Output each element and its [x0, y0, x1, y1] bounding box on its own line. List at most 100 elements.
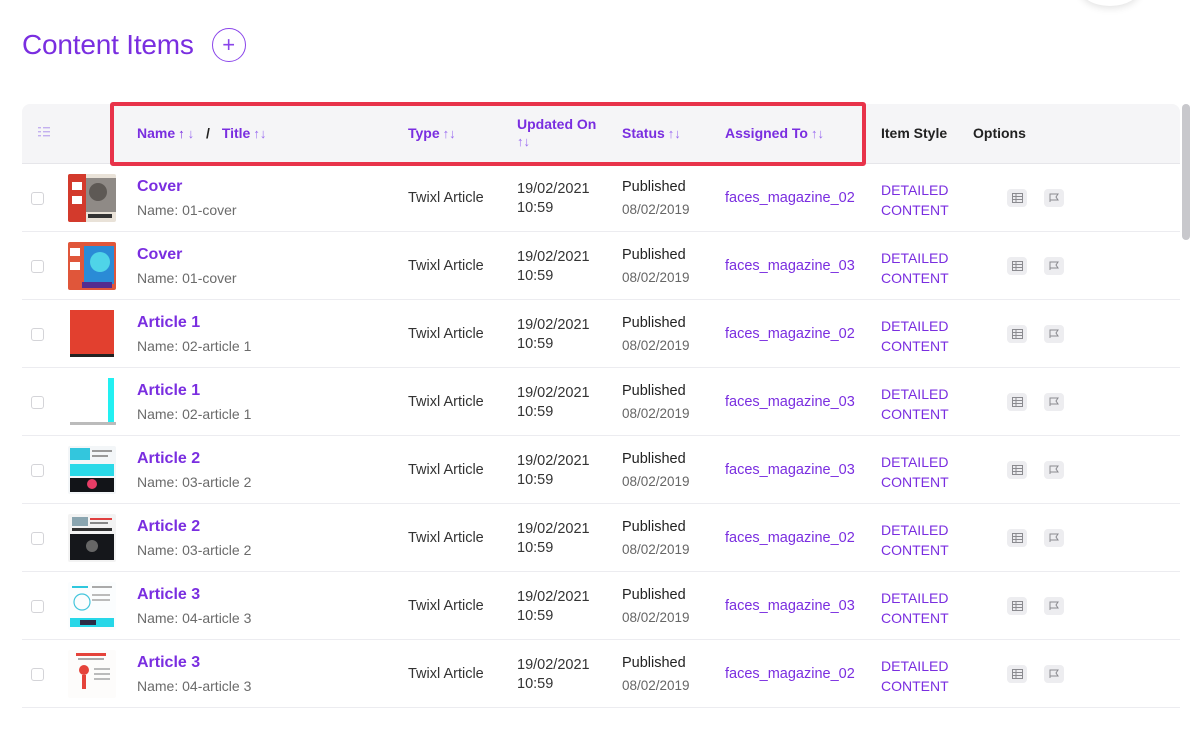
column-header-updated-on[interactable]: Updated On ↑↓: [517, 116, 596, 150]
list-check-icon[interactable]: [37, 125, 51, 139]
assigned-to-link[interactable]: faces_magazine_02: [725, 190, 855, 206]
flag-icon[interactable]: [1044, 597, 1064, 615]
item-name: Name: 03-article 2: [137, 474, 252, 490]
updated-date: 19/02/2021: [517, 181, 590, 197]
assigned-to-link[interactable]: faces_magazine_02: [725, 326, 855, 342]
item-type: Twixl Article: [408, 394, 484, 410]
page-header: Content Items +: [22, 28, 246, 62]
row-checkbox[interactable]: [31, 668, 44, 681]
item-name: Name: 02-article 1: [137, 406, 252, 422]
table-row[interactable]: Article 1 Name: 02-article 1 Twixl Article…: [22, 300, 1180, 368]
table-row[interactable]: Article 2 Name: 03-article 2 Twixl Article…: [22, 504, 1180, 572]
assigned-to-link[interactable]: faces_magazine_02: [725, 666, 855, 682]
flag-icon[interactable]: [1044, 257, 1064, 275]
status-label: Published: [622, 247, 686, 263]
item-title-link[interactable]: Article 1: [137, 314, 201, 331]
table-icon[interactable]: [1007, 461, 1027, 479]
item-name: Name: 01-cover: [137, 202, 237, 218]
item-title-link[interactable]: Article 2: [137, 518, 201, 535]
flag-icon[interactable]: [1044, 665, 1064, 683]
table-row[interactable]: Article 3 Name: 04-article 3 Twixl Article…: [22, 572, 1180, 640]
updated-time: 10:59: [517, 200, 554, 216]
updated-on: 19/02/2021 10:59: [517, 180, 590, 218]
content-items-table: Name ↑ ↓ / Title ↑↓ Type ↑↓ Updated On ↑↓ St…: [22, 104, 1180, 726]
status-label: Published: [622, 587, 686, 603]
thumbnail-image: [68, 650, 116, 698]
item-style-link[interactable]: DETAILED CONTENT: [881, 656, 949, 696]
item-style-link[interactable]: DETAILED CONTENT: [881, 316, 949, 356]
item-title-link[interactable]: Cover: [137, 246, 183, 263]
updated-on: 19/02/2021 10:59: [517, 316, 590, 354]
status-label: Published: [622, 179, 686, 195]
updated-time: 10:59: [517, 608, 554, 624]
table-row[interactable]: Cover Name: 01-cover Twixl Article 19/02/20…: [22, 164, 1180, 232]
column-header-assigned-to[interactable]: Assigned To ↑↓: [725, 125, 824, 141]
table-row[interactable]: Article 1 Name: 02-article 1 Twixl Article…: [22, 368, 1180, 436]
table-row[interactable]: Article 3 Name: 04-article 3 Twixl Article…: [22, 640, 1180, 708]
row-checkbox[interactable]: [31, 328, 44, 341]
item-title-link[interactable]: Article 2: [137, 450, 201, 467]
top-right-avatar-edge: [1080, 0, 1140, 6]
status-label: Published: [622, 451, 686, 467]
updated-time: 10:59: [517, 268, 554, 284]
status-header-label: Status: [622, 125, 665, 141]
table-icon[interactable]: [1007, 597, 1027, 615]
table-icon[interactable]: [1007, 257, 1027, 275]
table-icon[interactable]: [1007, 189, 1027, 207]
item-style-link[interactable]: DETAILED CONTENT: [881, 520, 949, 560]
column-header-options: Options: [973, 125, 1026, 141]
assigned-to-link[interactable]: faces_magazine_03: [725, 462, 855, 478]
item-title-link[interactable]: Article 1: [137, 382, 201, 399]
assigned-to-link[interactable]: faces_magazine_03: [725, 598, 855, 614]
updated-time: 10:59: [517, 676, 554, 692]
flag-icon[interactable]: [1044, 529, 1064, 547]
table-row[interactable]: Article 2 Name: 03-article 2 Twixl Article…: [22, 436, 1180, 504]
table-icon[interactable]: [1007, 665, 1027, 683]
assigned-to-link[interactable]: faces_magazine_03: [725, 394, 855, 410]
table-icon[interactable]: [1007, 393, 1027, 411]
item-style-link[interactable]: DETAILED CONTENT: [881, 248, 949, 288]
assigned-to-link[interactable]: faces_magazine_03: [725, 258, 855, 274]
table-icon[interactable]: [1007, 529, 1027, 547]
item-type: Twixl Article: [408, 666, 484, 682]
item-style-line-2: CONTENT: [881, 338, 949, 354]
status-label: Published: [622, 655, 686, 671]
item-type: Twixl Article: [408, 190, 484, 206]
thumbnail-image: [68, 174, 116, 222]
item-style-link[interactable]: DETAILED CONTENT: [881, 180, 949, 220]
item-title-link[interactable]: Article 3: [137, 654, 201, 671]
row-checkbox[interactable]: [31, 260, 44, 273]
column-header-status[interactable]: Status ↑↓: [622, 125, 681, 141]
item-name: Name: 03-article 2: [137, 542, 252, 558]
sort-by-name[interactable]: Name ↑ ↓: [137, 125, 195, 141]
status-date: 08/02/2019: [622, 270, 690, 285]
row-checkbox[interactable]: [31, 600, 44, 613]
table-icon[interactable]: [1007, 325, 1027, 343]
table-row[interactable]: Cover Name: 01-cover Twixl Article 19/02/20…: [22, 232, 1180, 300]
table-header: Name ↑ ↓ / Title ↑↓ Type ↑↓ Updated On ↑↓ St…: [22, 104, 1180, 164]
status-label: Published: [622, 383, 686, 399]
item-title-link[interactable]: Article 3: [137, 586, 201, 603]
row-checkbox[interactable]: [31, 464, 44, 477]
flag-icon[interactable]: [1044, 189, 1064, 207]
assigned-to-link[interactable]: faces_magazine_02: [725, 530, 855, 546]
row-checkbox[interactable]: [31, 396, 44, 409]
item-style-link[interactable]: DETAILED CONTENT: [881, 588, 949, 628]
item-style-line-1: DETAILED: [881, 658, 949, 674]
flag-icon[interactable]: [1044, 461, 1064, 479]
updated-on-header-label: Updated On: [517, 116, 597, 132]
flag-icon[interactable]: [1044, 393, 1064, 411]
flag-icon[interactable]: [1044, 325, 1064, 343]
row-checkbox[interactable]: [31, 532, 44, 545]
item-style-link[interactable]: DETAILED CONTENT: [881, 384, 949, 424]
sort-by-title[interactable]: Title ↑↓: [221, 125, 267, 141]
updated-on: 19/02/2021 10:59: [517, 384, 590, 422]
add-content-item-button[interactable]: +: [211, 28, 246, 62]
item-style-link[interactable]: DETAILED CONTENT: [881, 452, 949, 492]
status-date: 08/02/2019: [622, 338, 690, 353]
item-style-line-1: DETAILED: [881, 590, 949, 606]
row-checkbox[interactable]: [31, 192, 44, 205]
vertical-scrollbar[interactable]: [1182, 104, 1190, 240]
item-title-link[interactable]: Cover: [137, 178, 183, 195]
column-header-type[interactable]: Type ↑↓: [408, 125, 456, 141]
